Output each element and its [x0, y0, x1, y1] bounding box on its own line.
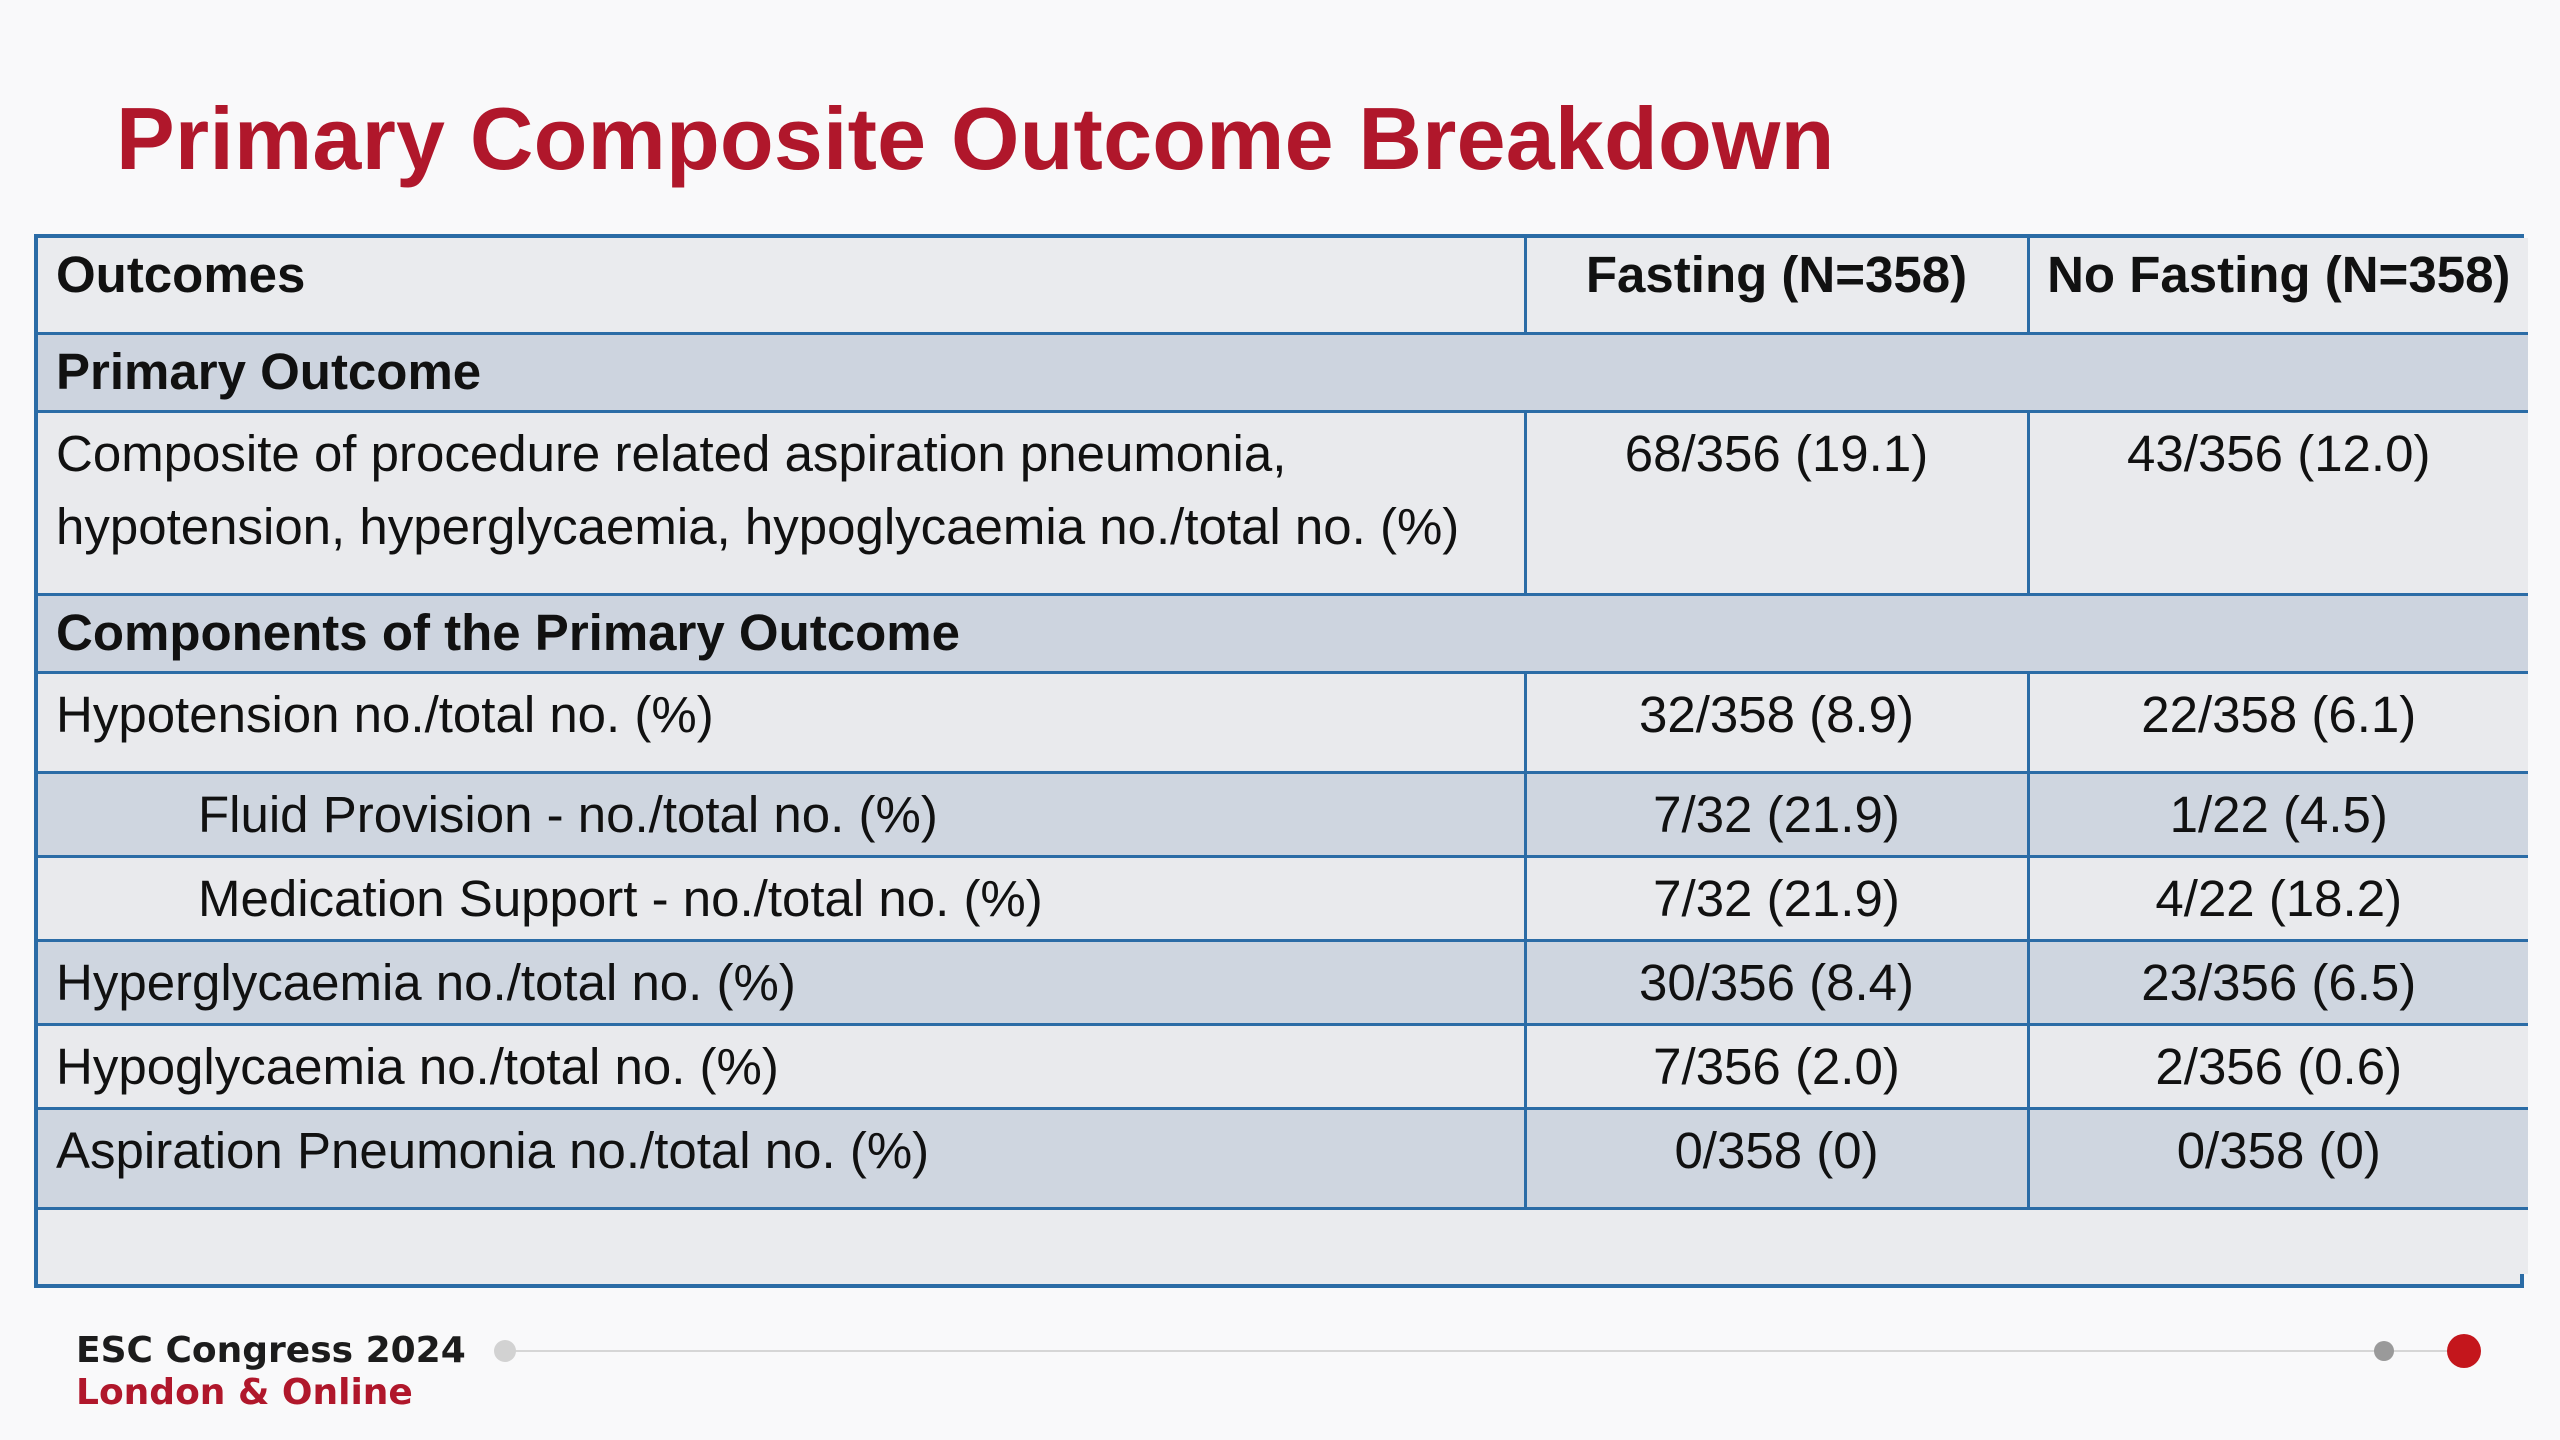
cell-no-fasting: 1/22 (4.5) [2028, 772, 2528, 858]
cell-no-fasting: 23/356 (6.5) [2028, 940, 2528, 1026]
cell-no-fasting: 0/358 (0) [2028, 1108, 2528, 1210]
section-label-primary: Primary Outcome [38, 333, 2528, 413]
cell-fasting: 7/32 (21.9) [1525, 856, 2030, 942]
section-row-components: Components of the Primary Outcome [38, 594, 2528, 674]
row-label: Hypoglycaemia no./total no. (%) [38, 1024, 1527, 1110]
footer-brand: ESC Congress 2024 London & Online [76, 1330, 466, 1414]
cell-no-fasting: 2/356 (0.6) [2028, 1024, 2528, 1110]
congress-name: ESC Congress 2024 [76, 1330, 466, 1371]
row-label: Composite of procedure related aspiratio… [38, 411, 1527, 596]
row-label: Fluid Provision - no./total no. (%) [38, 772, 1527, 858]
section-label-components: Components of the Primary Outcome [38, 594, 2528, 674]
cell-fasting: 7/356 (2.0) [1525, 1024, 2030, 1110]
section-row-primary: Primary Outcome [38, 333, 2528, 413]
cell-fasting: 32/358 (8.9) [1525, 672, 2030, 774]
table-row: Hypoglycaemia no./total no. (%) 7/356 (2… [38, 1024, 2528, 1110]
cell-fasting: 0/358 (0) [1525, 1108, 2030, 1210]
table-row: Composite of procedure related aspiratio… [38, 411, 2528, 596]
cell-no-fasting: 43/356 (12.0) [2028, 411, 2528, 596]
table-row: Aspiration Pneumonia no./total no. (%) 0… [38, 1108, 2528, 1210]
row-label: Medication Support - no./total no. (%) [38, 856, 1527, 942]
header-no-fasting: No Fasting (N=358) [2028, 238, 2528, 335]
progress-marker-dot [2374, 1341, 2394, 1361]
table-row-empty [38, 1208, 2528, 1274]
slide-title: Primary Composite Outcome Breakdown [116, 89, 1835, 188]
header-fasting: Fasting (N=358) [1525, 238, 2030, 335]
table-row: Hypotension no./total no. (%) 32/358 (8.… [38, 672, 2528, 774]
row-label-line: Composite of procedure related aspiratio… [56, 425, 1287, 482]
table-row: Medication Support - no./total no. (%) 7… [38, 856, 2528, 942]
empty-cell [38, 1208, 2528, 1274]
progress-end-dot [2447, 1334, 2481, 1368]
table-row: Fluid Provision - no./total no. (%) 7/32… [38, 772, 2528, 858]
row-label: Hypotension no./total no. (%) [38, 672, 1527, 774]
congress-location: London & Online [76, 1372, 413, 1413]
row-label: Hyperglycaemia no./total no. (%) [38, 940, 1527, 1026]
progress-start-dot [494, 1340, 516, 1362]
cell-fasting: 7/32 (21.9) [1525, 772, 2030, 858]
progress-track [506, 1350, 2466, 1352]
outcome-table: Outcomes Fasting (N=358) No Fasting (N=3… [34, 234, 2528, 1288]
cell-fasting: 68/356 (19.1) [1525, 411, 2030, 596]
header-outcomes: Outcomes [38, 238, 1527, 335]
row-label: Aspiration Pneumonia no./total no. (%) [38, 1108, 1527, 1210]
row-label-line: hypotension, hyperglycaemia, hypoglycaem… [56, 498, 1460, 555]
table-header-row: Outcomes Fasting (N=358) No Fasting (N=3… [38, 238, 2528, 335]
cell-no-fasting: 22/358 (6.1) [2028, 672, 2528, 774]
cell-no-fasting: 4/22 (18.2) [2028, 856, 2528, 942]
table-row: Hyperglycaemia no./total no. (%) 30/356 … [38, 940, 2528, 1026]
cell-fasting: 30/356 (8.4) [1525, 940, 2030, 1026]
